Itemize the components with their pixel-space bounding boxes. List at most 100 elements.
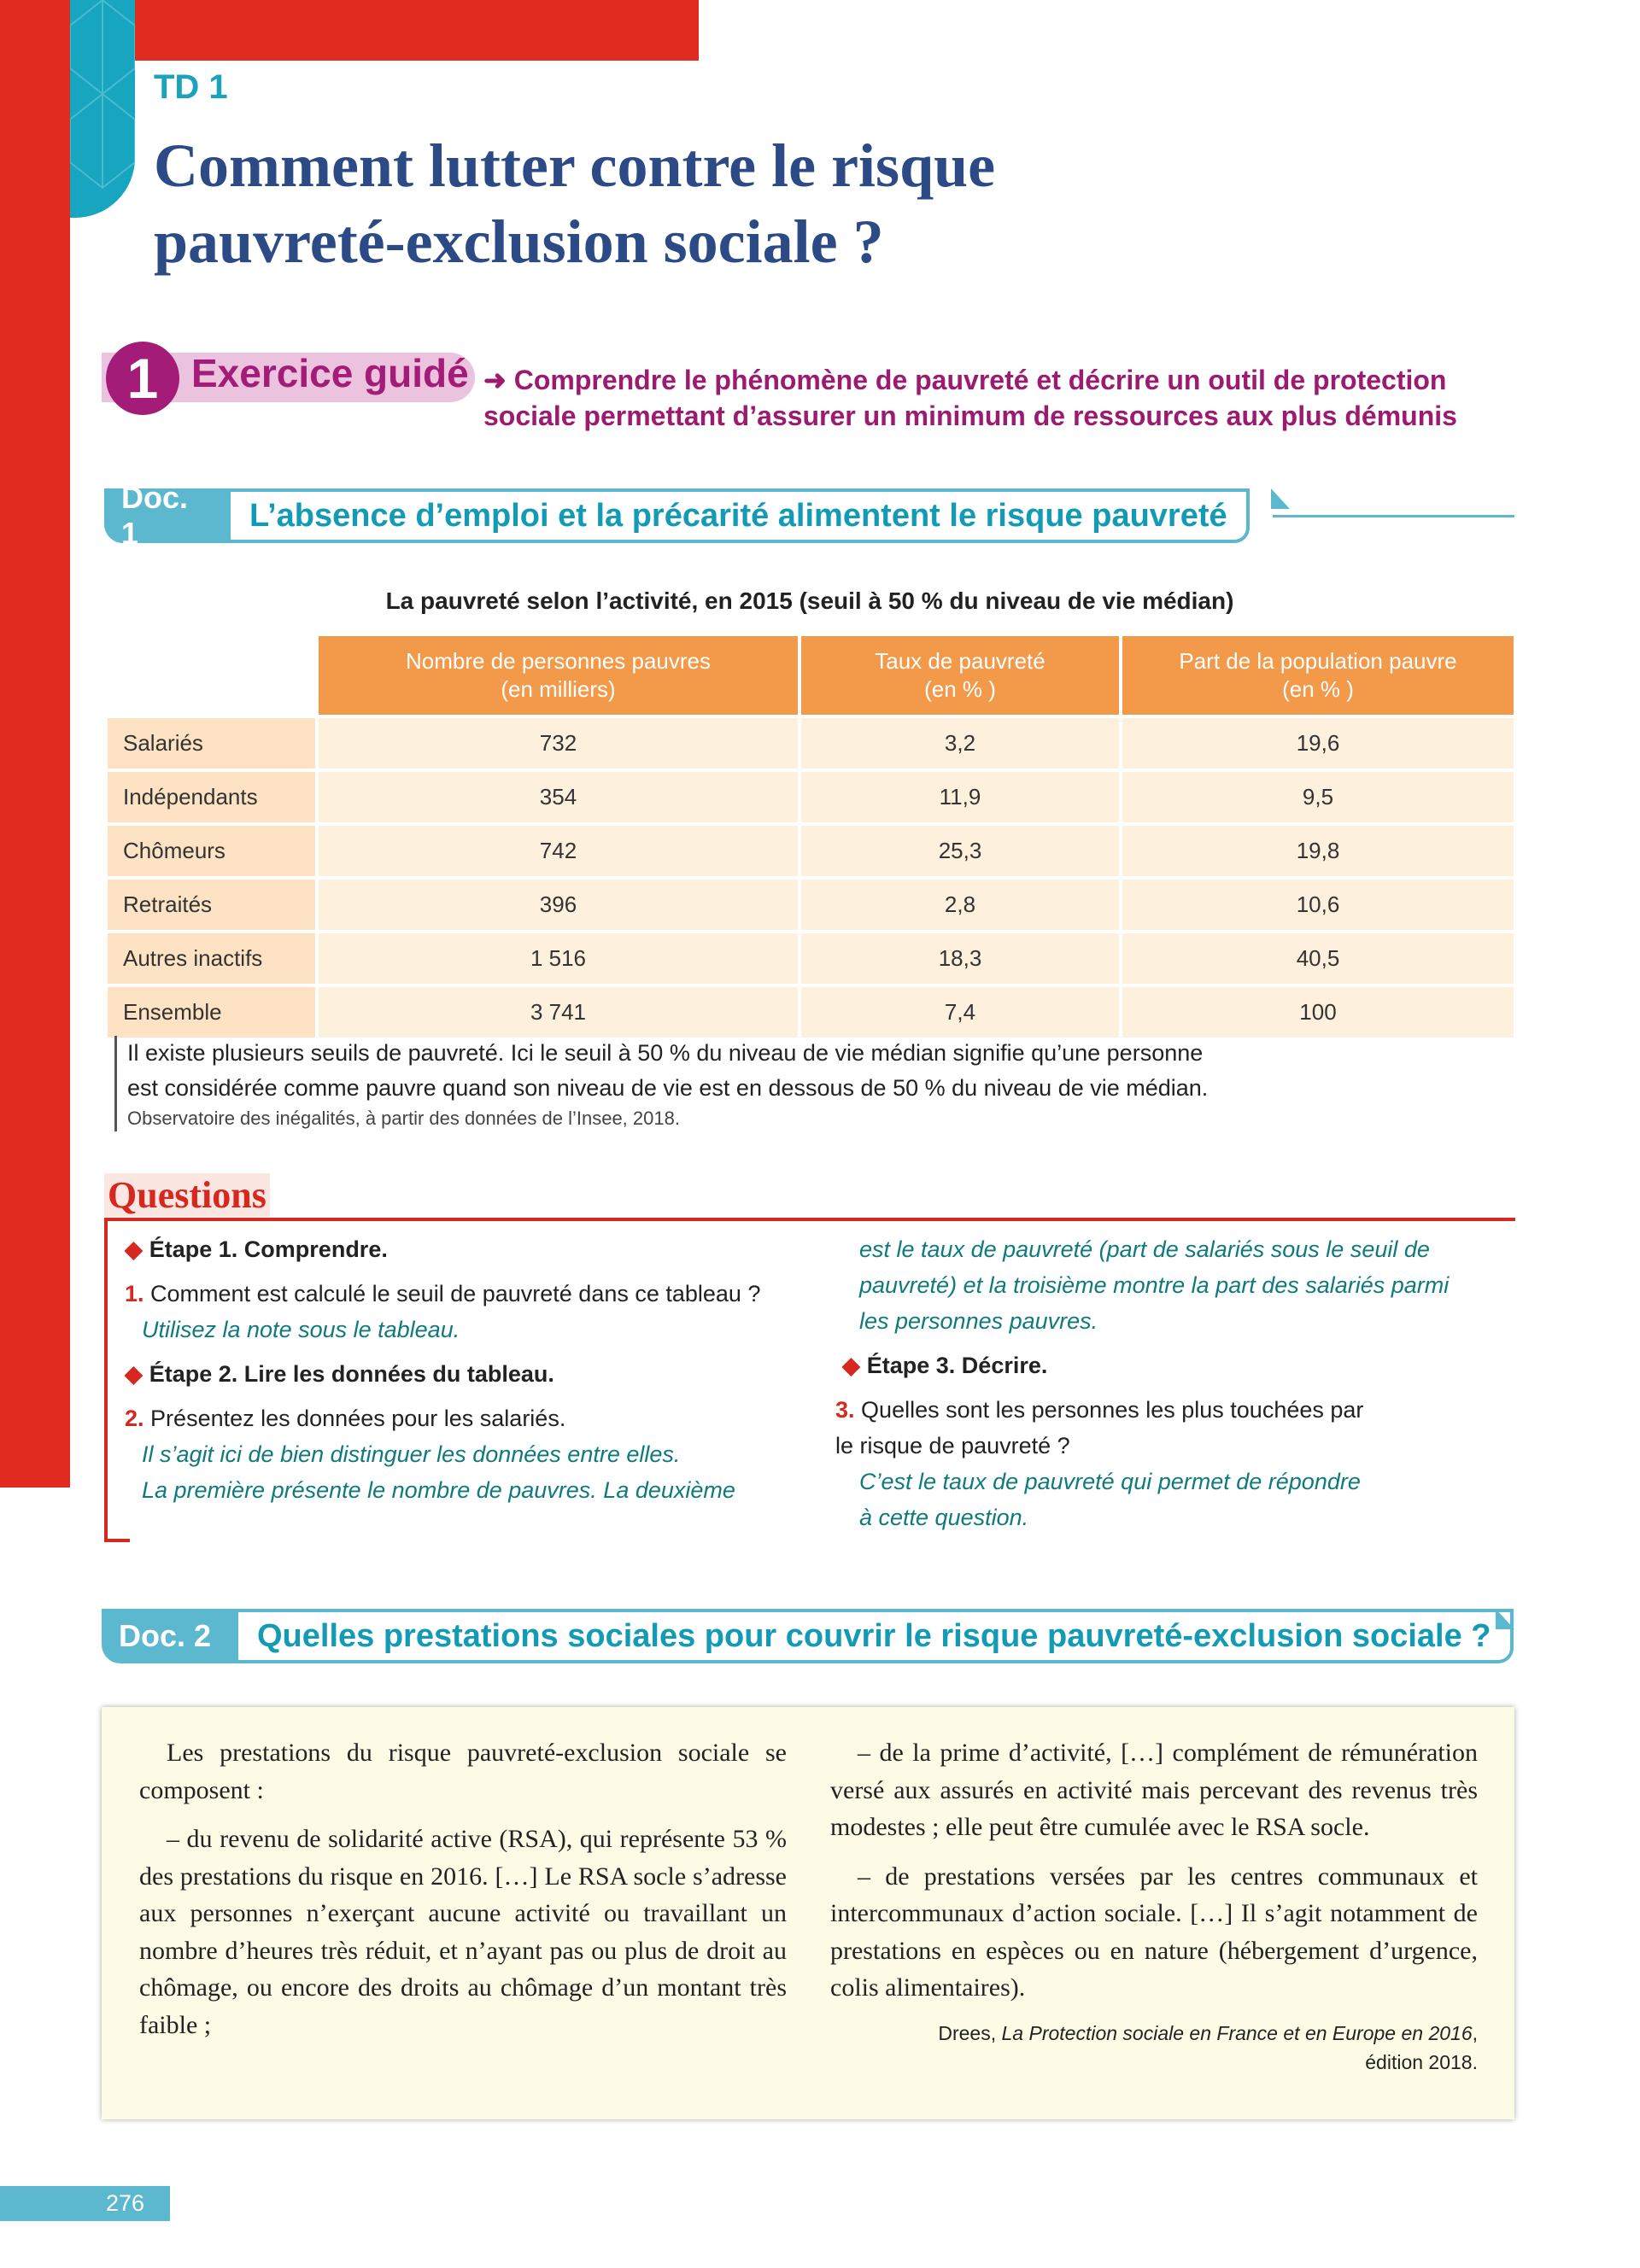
source-author: Drees, (938, 2021, 1002, 2044)
question-number: 3. (835, 1397, 855, 1423)
table-header-row: Nombre de personnes pauvres (en milliers)… (108, 636, 1514, 715)
cell: 1 516 (319, 933, 798, 984)
page-title: Comment lutter contre le risque pauvreté… (154, 128, 1435, 280)
table-note: Il existe plusieurs seuils de pauvreté. … (114, 1036, 1409, 1131)
step-3: ◆ Étape 3. Décrire. (842, 1347, 1526, 1383)
diamond-icon: ◆ (125, 1361, 143, 1387)
doc1-banner: Doc. 1 L’absence d’emploi et la précarit… (104, 480, 1250, 551)
row-label: Ensemble (108, 987, 315, 1038)
header-line: (en % ) (924, 676, 996, 702)
paragraph: – du revenu de solidarité active (RSA), … (139, 1825, 787, 2039)
doc2-title: Quelles prestations sociales pour couvri… (238, 1609, 1514, 1663)
table-row: Retraités 396 2,8 10,6 (108, 880, 1514, 930)
note-line: Il existe plusieurs seuils de pauvreté. … (127, 1040, 1204, 1066)
questions-rule (104, 1218, 1515, 1221)
doc1-tag: Doc. 1 (104, 480, 231, 551)
question-1-hint: Utilisez la note sous le tableau. (142, 1317, 460, 1342)
questions-side-rule (104, 1218, 108, 1542)
goal-line: ➜ Comprendre le phénomène de pauvreté et… (483, 365, 1447, 395)
cell: 3,2 (801, 718, 1119, 769)
table-row: Indépendants 354 11,9 9,5 (108, 772, 1514, 822)
question-text: Quelles sont les personnes les plus touc… (861, 1397, 1364, 1423)
doc2-right-column: – de la prime d’activité, […] complément… (830, 1734, 1478, 2077)
doc2-text-box: Les prestations du risque pauvreté-exclu… (102, 1707, 1514, 2119)
table-source: Observatoire des inégalités, à partir de… (127, 1108, 680, 1129)
header-cell: Nombre de personnes pauvres (en milliers) (319, 636, 798, 715)
step-label: Étape 2. Lire les données du tableau. (149, 1361, 554, 1387)
questions-right-column: est le taux de pauvreté (part de salarié… (835, 1231, 1526, 1535)
banner-flag-icon (1271, 488, 1290, 509)
doc2-left-column: Les prestations du risque pauvreté-exclu… (139, 1734, 787, 2055)
cell: 9,5 (1122, 772, 1514, 822)
cell: 396 (319, 880, 798, 930)
doc2-tag: Doc. 2 (102, 1609, 238, 1663)
cell: 40,5 (1122, 933, 1514, 984)
exercise-label: Exercice guidé (191, 351, 469, 395)
poverty-table: Nombre de personnes pauvres (en milliers)… (104, 633, 1517, 1041)
cell: 10,6 (1122, 880, 1514, 930)
diamond-icon: ◆ (842, 1353, 860, 1378)
paragraph: – de la prime d’activité, […] complément… (830, 1739, 1478, 1841)
header-line: Part de la population pauvre (1179, 648, 1457, 674)
questions-foot-rule (104, 1539, 130, 1542)
header-blank (108, 636, 315, 715)
question-2-hint-line: est le taux de pauvreté (part de salarié… (859, 1236, 1430, 1262)
table-caption: La pauvreté selon l’activité, en 2015 (s… (385, 587, 1234, 614)
step-label: Étape 3. Décrire. (866, 1353, 1048, 1378)
goal-line: sociale permettant d’assurer un minimum … (483, 400, 1457, 431)
question-number: 1. (125, 1281, 144, 1306)
cell: 742 (319, 826, 798, 876)
diamond-icon: ◆ (125, 1236, 143, 1262)
table-row: Chômeurs 742 25,3 19,8 (108, 826, 1514, 876)
header-cell: Part de la population pauvre (en % ) (1122, 636, 1514, 715)
hexagon-pattern-icon (70, 0, 135, 190)
title-line: pauvreté-exclusion sociale ? (154, 208, 884, 276)
row-label: Retraités (108, 880, 315, 930)
teal-pattern-strip (70, 0, 135, 218)
row-label: Indépendants (108, 772, 315, 822)
source-title: La Protection sociale en France et en Eu… (1001, 2021, 1473, 2044)
cell: 11,9 (801, 772, 1119, 822)
question-3-hint-line: à cette question. (859, 1505, 1029, 1530)
left-red-margin-bar (0, 0, 70, 1488)
paragraph: Les prestations du risque pauvreté-exclu… (139, 1739, 787, 1804)
paragraph: – de prestations versées par les centres… (830, 1862, 1478, 2002)
doc2-source: Drees, La Protection sociale en France e… (830, 2019, 1478, 2077)
cell: 732 (319, 718, 798, 769)
doc1-title: L’absence d’emploi et la précarité alime… (231, 488, 1250, 543)
cell: 2,8 (801, 880, 1119, 930)
header-line: (en % ) (1282, 676, 1354, 702)
question-3: 3. Quelles sont les personnes les plus t… (835, 1392, 1526, 1428)
cell: 100 (1122, 987, 1514, 1038)
cell: 354 (319, 772, 798, 822)
cell: 18,3 (801, 933, 1119, 984)
top-red-block (135, 0, 699, 61)
cell: 7,4 (801, 987, 1119, 1038)
exercise-goal: ➜ Comprendre le phénomène de pauvreté et… (483, 362, 1508, 434)
question-2-hint-line: Il s’agit ici de bien distinguer les don… (142, 1441, 681, 1467)
cell: 25,3 (801, 826, 1119, 876)
questions-left-column: ◆ Étape 1. Comprendre. 1. Comment est cal… (125, 1231, 808, 1508)
step-label: Étape 1. Comprendre. (149, 1236, 388, 1262)
question-2-hint-line: La première présente le nombre de pauvre… (142, 1477, 735, 1503)
doc2-banner: Doc. 2 Quelles prestations sociales pour… (102, 1609, 1514, 1663)
question-2-hint-line: pauvreté) et la troisième montre la part… (859, 1272, 1450, 1298)
step-1: ◆ Étape 1. Comprendre. (125, 1231, 808, 1267)
header-line: Taux de pauvreté (875, 648, 1046, 674)
cell: 19,6 (1122, 718, 1514, 769)
table-row: Salariés 732 3,2 19,6 (108, 718, 1514, 769)
question-2: 2. Présentez les données pour les salari… (125, 1400, 808, 1436)
question-1: 1. Comment est calculé le seuil de pauvr… (125, 1276, 808, 1312)
question-3-hint-line: C’est le taux de pauvreté qui permet de … (859, 1469, 1361, 1494)
header-line: (en milliers) (501, 676, 616, 702)
question-text: Présentez les données pour les salariés. (150, 1406, 566, 1431)
source-edition: édition 2018. (1365, 2050, 1478, 2073)
exercise-number: 1 (106, 342, 179, 415)
header-line: Nombre de personnes pauvres (406, 648, 711, 674)
source-punct: , (1472, 2021, 1478, 2044)
page-number-text: 276 (105, 2190, 144, 2216)
question-3-line: le risque de pauvreté ? (835, 1433, 1070, 1458)
doc1-rule (1273, 515, 1514, 517)
note-line: est considérée comme pauvre quand son ni… (127, 1075, 1209, 1101)
question-2-hint-line: les personnes pauvres. (859, 1308, 1098, 1334)
